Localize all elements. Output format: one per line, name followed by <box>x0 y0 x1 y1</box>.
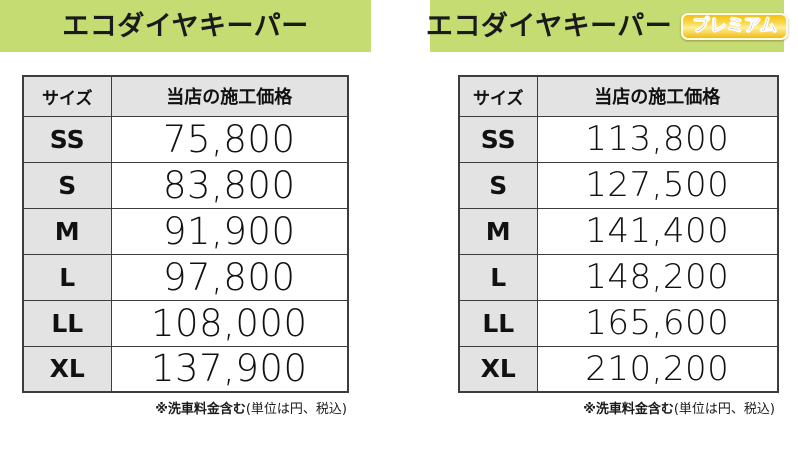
column-header-price: 当店の施工価格 <box>110 75 349 117</box>
price-table: サイズ 当店の施工価格 SS 113,800 S 127,500 M <box>458 75 779 393</box>
table-row: M 141,400 <box>458 207 779 255</box>
footnote-strong: ※洗車料金含む <box>583 402 674 417</box>
premium-badge-label: プレミアム <box>692 15 778 36</box>
table-row: SS 113,800 <box>458 115 779 163</box>
cell-size: S <box>458 161 538 209</box>
plan-title: エコダイヤキーパー <box>62 10 309 42</box>
table-header-row: サイズ 当店の施工価格 <box>458 75 779 117</box>
table-row: S 83,800 <box>22 161 349 209</box>
cell-price: 141,400 <box>536 207 779 255</box>
cell-price: 165,600 <box>536 299 779 347</box>
plan-banner: エコダイヤキーパー プレミアム <box>426 0 789 52</box>
cell-price: 75,800 <box>110 115 349 163</box>
table-row: LL 165,600 <box>458 299 779 347</box>
cell-price: 83,800 <box>110 161 349 209</box>
plan-banner: エコダイヤキーパー <box>0 0 371 52</box>
premium-badge: プレミアム <box>681 12 789 40</box>
cell-size: LL <box>22 299 112 347</box>
cell-price: 97,800 <box>110 253 349 301</box>
table-row: LL 108,000 <box>22 299 349 347</box>
table-row: L 97,800 <box>22 253 349 301</box>
plan-title: エコダイヤキーパー <box>425 10 673 42</box>
cell-size: S <box>22 161 112 209</box>
footnote-strong: ※洗車料金含む <box>155 402 246 417</box>
footnote-normal: (単位は円、税込) <box>673 402 775 417</box>
cell-price: 210,200 <box>536 345 779 393</box>
price-footnote: ※洗車料金含む(単位は円、税込) <box>458 402 784 418</box>
price-table: サイズ 当店の施工価格 SS 75,800 S 83,800 M <box>22 75 349 393</box>
cell-size: L <box>22 253 112 301</box>
plan-panel-eco-diamond-keeper: エコダイヤキーパー サイズ 当店の施工価格 SS 75,800 <box>0 0 371 418</box>
price-table-wrapper: サイズ 当店の施工価格 SS 113,800 S 127,500 M <box>430 52 784 418</box>
cell-size: XL <box>22 345 112 393</box>
column-header-price: 当店の施工価格 <box>536 75 779 117</box>
cell-size: LL <box>458 299 538 347</box>
cell-size: L <box>458 253 538 301</box>
table-header-row: サイズ 当店の施工価格 <box>22 75 349 117</box>
price-table-wrapper: サイズ 当店の施工価格 SS 75,800 S 83,800 M <box>0 52 371 418</box>
column-header-size: サイズ <box>458 75 538 117</box>
cell-size: XL <box>458 345 538 393</box>
table-row: XL 210,200 <box>458 345 779 393</box>
cell-price: 148,200 <box>536 253 779 301</box>
cell-price: 127,500 <box>536 161 779 209</box>
plan-panel-eco-diamond-keeper-premium: エコダイヤキーパー プレミアム サイズ 当店の施工価格 <box>426 0 789 418</box>
cell-size: SS <box>22 115 112 163</box>
footnote-normal: (単位は円、税込) <box>245 402 347 417</box>
cell-price: 113,800 <box>536 115 779 163</box>
cell-size: M <box>22 207 112 255</box>
table-row: S 127,500 <box>458 161 779 209</box>
table-row: SS 75,800 <box>22 115 349 163</box>
cell-price: 137,900 <box>110 345 349 393</box>
price-footnote: ※洗車料金含む(単位は円、税込) <box>22 402 371 418</box>
table-row: L 148,200 <box>458 253 779 301</box>
table-row: XL 137,900 <box>22 345 349 393</box>
cell-price: 108,000 <box>110 299 349 347</box>
cell-price: 91,900 <box>110 207 349 255</box>
column-header-size: サイズ <box>22 75 112 117</box>
cell-size: M <box>458 207 538 255</box>
table-row: M 91,900 <box>22 207 349 255</box>
cell-size: SS <box>458 115 538 163</box>
